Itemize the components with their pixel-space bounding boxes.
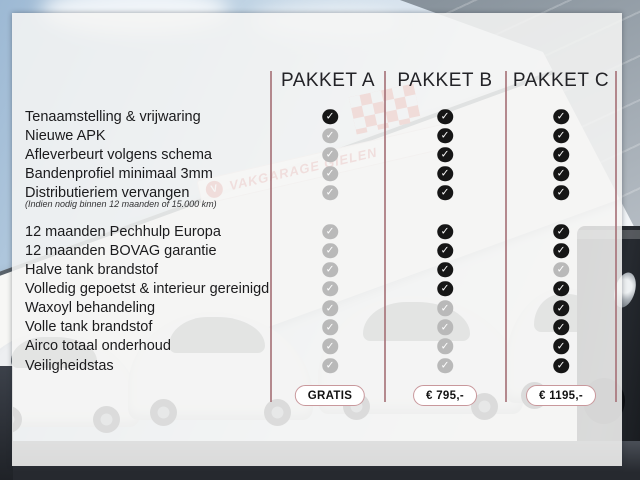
column-header-pakket-a: PAKKET A [280,70,376,91]
feature-group-1: Tenaamstelling & vrijwaring ✓ ✓ ✓ Nieuwe… [0,107,640,202]
check-icon: ✓ [553,108,569,125]
feature-note: (Indien nodig binnen 12 maanden of 15.00… [25,199,217,209]
feature-row: Volledig gepoetst & interieur gereinigd … [0,279,640,298]
feature-label: 12 maanden Pechhulp Europa [25,223,221,240]
check-icon: ✓ [322,108,338,125]
check-icon: ✓ [553,281,569,297]
check-icon: ✓ [437,281,453,297]
feature-row: Veiligheidstas ✓ ✓ ✓ [0,356,640,375]
feature-row: Afleverbeurt volgens schema ✓ ✓ ✓ [0,145,640,164]
feature-row: Volle tank brandstof ✓ ✓ ✓ [0,318,640,337]
column-divider [615,71,617,402]
check-icon: ✓ [437,357,453,374]
feature-label: Bandenprofiel minimaal 3mm [25,165,213,182]
column-divider [384,71,386,402]
check-icon: ✓ [553,223,569,240]
feature-label: Airco totaal onderhoud [25,338,171,355]
check-icon: ✓ [322,165,338,182]
check-icon: ✓ [322,242,338,259]
feature-label: Volledig gepoetst & interieur gereinigd [25,280,270,297]
feature-label: Volle tank brandstof [25,319,153,336]
check-icon: ✓ [322,262,338,278]
price-button-pakket-c[interactable]: € 1195,- [526,385,596,406]
check-icon: ✓ [322,281,338,297]
feature-row: Halve tank brandstof ✓ ✓ ✓ [0,260,640,279]
ground-left [0,366,13,480]
check-icon: ✓ [437,184,453,201]
check-icon: ✓ [437,242,453,259]
feature-label: Veiligheidstas [25,357,114,374]
feature-label: Distributieriem vervangen [25,184,190,201]
check-icon: ✓ [553,165,569,182]
check-icon: ✓ [322,319,338,336]
check-icon: ✓ [322,223,338,240]
check-icon: ✓ [437,319,453,336]
feature-row: Airco totaal onderhoud ✓ ✓ ✓ [0,337,640,356]
column-divider [270,71,272,402]
check-icon: ✓ [437,108,453,125]
check-icon: ✓ [553,300,569,316]
check-icon: ✓ [437,262,453,278]
column-header-pakket-c: PAKKET C [512,70,610,91]
column-divider [505,71,507,402]
feature-label: Nieuwe APK [25,127,106,144]
check-icon: ✓ [553,242,569,259]
check-icon: ✓ [553,357,569,374]
check-icon: ✓ [437,338,453,355]
check-icon: ✓ [553,146,569,163]
check-icon: ✓ [553,184,569,201]
check-icon: ✓ [322,127,338,144]
price-button-pakket-b[interactable]: € 795,- [413,385,477,406]
feature-group-2: 12 maanden Pechhulp Europa ✓ ✓ ✓ 12 maan… [0,222,640,375]
check-icon: ✓ [437,127,453,144]
check-icon: ✓ [322,184,338,201]
feature-label: 12 maanden BOVAG garantie [25,242,217,259]
check-icon: ✓ [553,338,569,355]
feature-row: 12 maanden Pechhulp Europa ✓ ✓ ✓ [0,222,640,241]
check-icon: ✓ [322,146,338,163]
check-icon: ✓ [322,338,338,355]
feature-label: Tenaamstelling & vrijwaring [25,108,201,125]
price-button-pakket-a[interactable]: GRATIS [294,385,366,406]
feature-row: Nieuwe APK ✓ ✓ ✓ [0,126,640,145]
check-icon: ✓ [322,357,338,374]
check-icon: ✓ [322,300,338,316]
check-icon: ✓ [437,300,453,316]
check-icon: ✓ [553,319,569,336]
feature-label: Halve tank brandstof [25,261,158,278]
feature-row: Bandenprofiel minimaal 3mm ✓ ✓ ✓ [0,164,640,183]
feature-row: Waxoyl behandeling ✓ ✓ ✓ [0,299,640,318]
column-header-pakket-b: PAKKET B [397,70,493,91]
feature-row: 12 maanden BOVAG garantie ✓ ✓ ✓ [0,241,640,260]
check-icon: ✓ [437,146,453,163]
check-icon: ✓ [553,127,569,144]
check-icon: ✓ [553,262,569,278]
feature-label: Afleverbeurt volgens schema [25,146,212,163]
feature-row: Distributieriem vervangen ✓ ✓ ✓ [0,183,640,202]
check-icon: ✓ [437,223,453,240]
feature-row: Tenaamstelling & vrijwaring ✓ ✓ ✓ [0,107,640,126]
check-icon: ✓ [437,165,453,182]
feature-label: Waxoyl behandeling [25,300,156,317]
